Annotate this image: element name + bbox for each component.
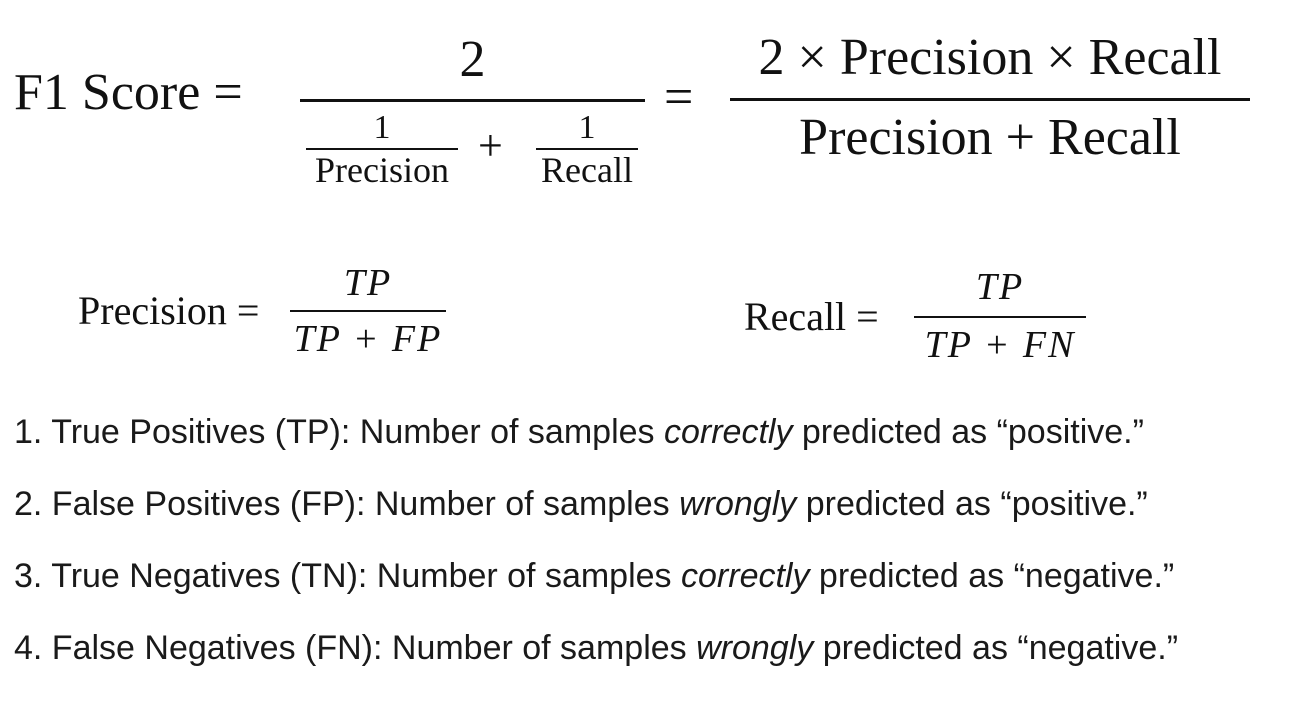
definition-text: predicted as “positive.” — [796, 485, 1148, 523]
f1-second-equals: = — [664, 69, 694, 126]
precision-numerator: TP — [343, 262, 393, 304]
definition-text: 2. False Positives (FP): Number of sampl… — [14, 485, 680, 523]
f1-harmonic-numerator: 2 × Precision × Recall — [758, 29, 1222, 86]
f1-inv-recall-denominator: Recall — [541, 150, 633, 190]
definition-text: 4. False Negatives (FN): Number of sampl… — [14, 629, 697, 667]
definition-text: predicted as “negative.” — [809, 557, 1175, 595]
recall-fraction-bar — [914, 316, 1086, 318]
list-item: 2. False Positives (FP): Number of sampl… — [14, 486, 1178, 558]
f1-inv-recall-bar — [536, 148, 638, 150]
f1-numerator: 2 — [459, 31, 486, 88]
f1-plus-sign: + — [478, 121, 503, 170]
list-item: 3. True Negatives (TN): Number of sample… — [14, 558, 1178, 630]
f1-inv-recall-numerator: 1 — [578, 109, 596, 146]
f1-inv-precision-numerator: 1 — [373, 109, 391, 146]
definition-text: 1. True Positives (TP): Number of sample… — [14, 413, 664, 451]
definition-emphasis: wrongly — [679, 485, 797, 523]
f1-inv-precision-denominator: Precision — [315, 150, 449, 190]
f1-fraction-bar — [300, 99, 645, 102]
f1-inv-precision-bar — [306, 148, 458, 150]
f1-harmonic-bar — [730, 98, 1250, 101]
precision-label: Precision = — [78, 288, 260, 333]
definitions-list: 1. True Positives (TP): Number of sample… — [14, 414, 1178, 702]
precision-denominator: TP + FP — [293, 318, 443, 360]
definition-text: predicted as “negative.” — [813, 629, 1179, 667]
list-item: 4. False Negatives (FN): Number of sampl… — [14, 630, 1178, 702]
precision-fraction-bar — [290, 310, 446, 312]
definition-emphasis: correctly — [681, 557, 810, 595]
recall-denominator: TP + FN — [924, 324, 1076, 366]
list-item: 1. True Positives (TP): Number of sample… — [14, 414, 1178, 486]
definition-emphasis: correctly — [663, 413, 793, 451]
f1-score-label: F1 Score = — [14, 64, 243, 121]
definition-emphasis: wrongly — [696, 629, 814, 667]
f1-harmonic-denominator: Precision + Recall — [799, 109, 1181, 166]
definition-text: 3. True Negatives (TN): Number of sample… — [14, 557, 682, 595]
recall-numerator: TP — [975, 266, 1025, 308]
definition-text: predicted as “positive.” — [792, 413, 1144, 451]
recall-label: Recall = — [744, 294, 879, 339]
